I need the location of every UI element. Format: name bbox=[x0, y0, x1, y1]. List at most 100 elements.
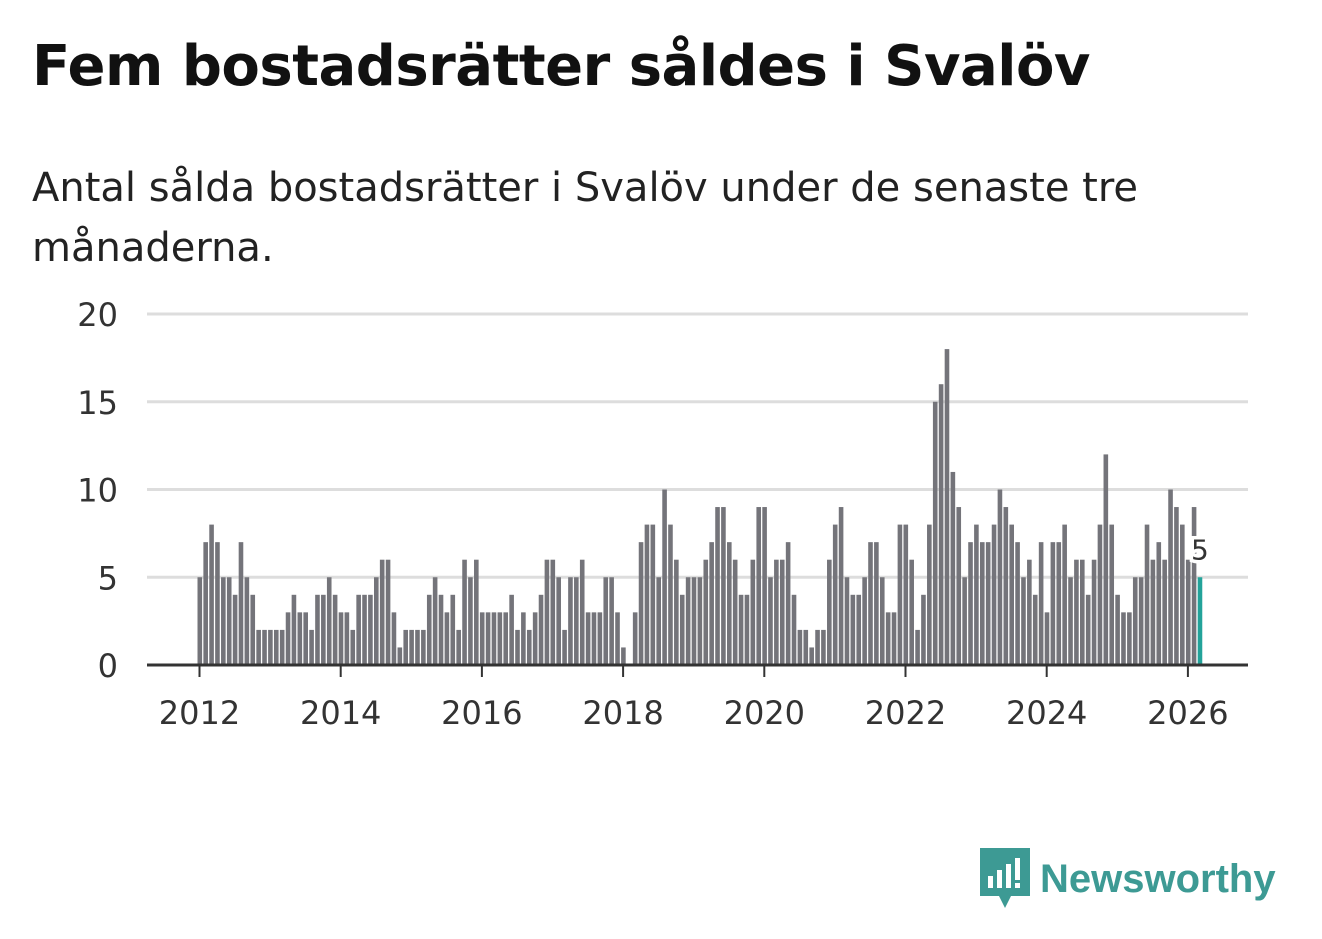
bar bbox=[1074, 559, 1079, 665]
annotation: 5 bbox=[1188, 530, 1213, 570]
bar bbox=[479, 612, 485, 665]
y-axis-labels: 0 5 10 15 20 bbox=[77, 296, 118, 685]
bar bbox=[727, 542, 732, 665]
bar bbox=[821, 629, 826, 665]
bar bbox=[550, 559, 556, 665]
bar bbox=[932, 401, 938, 665]
highlight-bar bbox=[1197, 577, 1203, 665]
bar bbox=[315, 594, 320, 665]
bar bbox=[1121, 612, 1126, 665]
bar bbox=[1068, 577, 1073, 665]
bar bbox=[568, 577, 573, 665]
bar bbox=[1162, 559, 1167, 665]
bar bbox=[897, 524, 903, 665]
bar bbox=[944, 349, 950, 665]
bar bbox=[1003, 507, 1009, 665]
bar bbox=[521, 612, 526, 665]
bar bbox=[874, 542, 879, 665]
bar bbox=[844, 577, 850, 665]
bar bbox=[515, 629, 520, 665]
bar bbox=[432, 577, 438, 665]
bar bbox=[938, 384, 944, 665]
chart-subtitle: Antal sålda bostadsrätter i Svalöv under… bbox=[32, 165, 1139, 271]
bar bbox=[209, 524, 214, 665]
bar bbox=[1127, 612, 1132, 665]
bar bbox=[1180, 524, 1185, 665]
bar bbox=[879, 577, 885, 665]
bar bbox=[485, 612, 491, 665]
bar bbox=[462, 559, 467, 665]
bar bbox=[950, 471, 956, 665]
bar bbox=[509, 594, 514, 665]
bar bbox=[962, 577, 967, 665]
x-axis-labels: 2012 2014 2016 2018 2020 2022 2024 2026 bbox=[159, 694, 1229, 732]
highlight-label: 5 bbox=[1191, 533, 1209, 566]
x-tick-label: 2022 bbox=[865, 694, 946, 732]
bar bbox=[785, 542, 791, 665]
x-tick-label: 2018 bbox=[582, 694, 663, 732]
bar bbox=[1050, 542, 1056, 665]
bar bbox=[721, 507, 726, 665]
bar bbox=[1038, 542, 1044, 665]
bar bbox=[321, 594, 326, 665]
bar bbox=[544, 559, 550, 665]
bar bbox=[697, 577, 703, 665]
bar bbox=[756, 507, 762, 665]
bar bbox=[474, 559, 479, 665]
bar bbox=[1103, 454, 1109, 665]
bar bbox=[1062, 524, 1067, 665]
bar bbox=[1032, 594, 1038, 665]
bar bbox=[650, 524, 656, 665]
bar bbox=[1174, 507, 1179, 665]
bar bbox=[644, 524, 650, 665]
bar bbox=[1085, 594, 1091, 665]
bar bbox=[1168, 489, 1173, 665]
bar bbox=[226, 577, 232, 665]
bar bbox=[421, 629, 426, 665]
bar bbox=[591, 612, 597, 665]
bar bbox=[979, 542, 985, 665]
y-tick-label: 0 bbox=[98, 647, 118, 685]
bar bbox=[1021, 577, 1026, 665]
bar bbox=[450, 594, 456, 665]
newsworthy-logo[interactable]: Newsworthy bbox=[980, 848, 1276, 910]
bar bbox=[744, 594, 750, 665]
bar bbox=[562, 629, 567, 665]
bar bbox=[868, 542, 873, 665]
bar bbox=[309, 629, 314, 665]
bar bbox=[362, 594, 367, 665]
bar bbox=[1150, 559, 1156, 665]
bar bbox=[1185, 559, 1191, 665]
bar bbox=[326, 577, 332, 665]
bar bbox=[444, 612, 450, 665]
bar bbox=[809, 647, 814, 665]
bar bbox=[1009, 524, 1014, 665]
bar bbox=[832, 524, 838, 665]
bar bbox=[597, 612, 603, 665]
bar bbox=[921, 594, 926, 665]
bar bbox=[238, 542, 244, 665]
bar bbox=[438, 594, 444, 665]
bar bbox=[991, 524, 997, 665]
bar bbox=[403, 629, 409, 665]
bar bbox=[732, 559, 738, 665]
chart-title: Fem bostadsrätter såldes i Svalöv bbox=[32, 34, 1090, 99]
bar bbox=[903, 524, 909, 665]
bar bbox=[956, 507, 962, 665]
bar bbox=[397, 647, 403, 665]
bar bbox=[291, 594, 297, 665]
bar bbox=[1144, 524, 1150, 665]
bar bbox=[909, 559, 914, 665]
bar bbox=[1091, 559, 1097, 665]
bar bbox=[632, 612, 638, 665]
bar bbox=[862, 577, 867, 665]
bar bbox=[338, 612, 344, 665]
bar bbox=[368, 594, 373, 665]
bar bbox=[1015, 542, 1020, 665]
bar bbox=[803, 629, 809, 665]
bar bbox=[526, 629, 532, 665]
x-axis bbox=[147, 663, 1248, 677]
bar bbox=[426, 594, 432, 665]
bar bbox=[774, 559, 779, 665]
